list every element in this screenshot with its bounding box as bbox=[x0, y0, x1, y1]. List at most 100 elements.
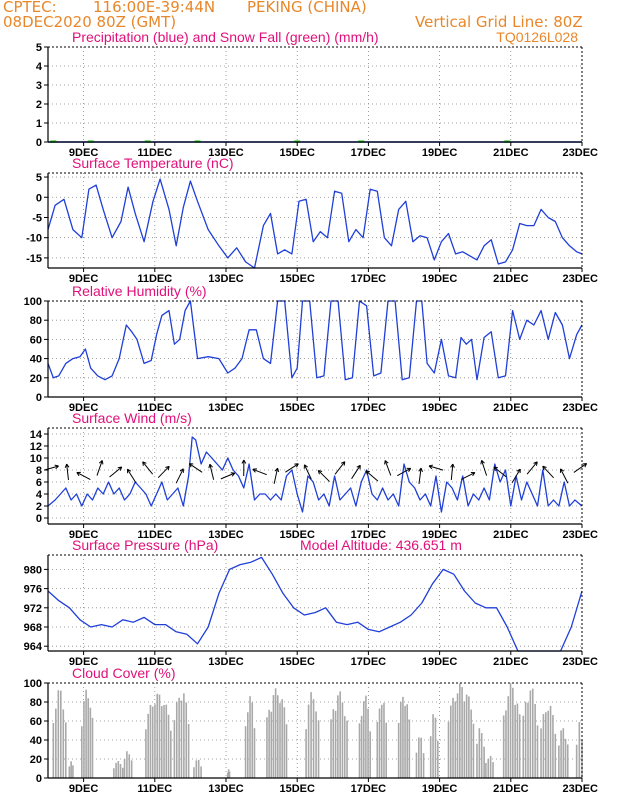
x-tick-label: 21DEC bbox=[493, 656, 529, 668]
x-tick-label: 11DEC bbox=[137, 273, 172, 285]
cloud-bar bbox=[415, 752, 418, 778]
wind-arrow bbox=[76, 471, 91, 480]
y-tick-label: 14 bbox=[30, 429, 43, 441]
wind-arrow-shaft bbox=[66, 463, 69, 481]
cloud-bar bbox=[578, 722, 581, 778]
cloud-bar bbox=[418, 737, 420, 778]
y-tick-label: -15 bbox=[26, 253, 42, 265]
cloud-bar bbox=[87, 698, 90, 778]
wind-arrow-head bbox=[54, 464, 59, 467]
cloud-bar bbox=[447, 721, 450, 778]
location-label: PEKING (CHINA) bbox=[247, 0, 367, 16]
wind-arrow-head bbox=[167, 466, 170, 471]
wind-arrow-head bbox=[365, 470, 370, 473]
cloud-bar bbox=[540, 728, 542, 778]
wind-arrow-shaft bbox=[450, 463, 454, 481]
cloud-bar bbox=[123, 759, 126, 778]
cloud-bar bbox=[244, 726, 247, 778]
cloud-bar bbox=[68, 766, 71, 778]
wind-arrow bbox=[175, 468, 184, 484]
x-tick-label: 13DEC bbox=[208, 402, 244, 414]
wind-arrow-head bbox=[428, 464, 434, 467]
cloud-bar bbox=[195, 760, 198, 778]
x-tick-label: 19DEC bbox=[422, 783, 458, 795]
cloud-bar bbox=[558, 745, 560, 778]
panel-5: Cloud Cover (%) 0 20 40 60 80 100 9DEC 11DEC 13DE… bbox=[24, 665, 598, 795]
cloud-bar bbox=[317, 720, 320, 778]
cloud-bar bbox=[492, 762, 494, 778]
cloud-bar bbox=[253, 728, 256, 778]
cloud-bar bbox=[334, 710, 337, 778]
wind-arrow-head bbox=[252, 468, 256, 473]
wind-arrow-shaft bbox=[285, 463, 299, 473]
wind-arrow-head bbox=[516, 468, 521, 472]
cloud-bar bbox=[432, 714, 434, 778]
cloud-bar bbox=[128, 754, 131, 778]
cloud-bar bbox=[437, 740, 439, 778]
wind-arrow-shaft bbox=[317, 470, 330, 482]
cloud-bar bbox=[516, 703, 519, 778]
wind-arrow bbox=[511, 468, 521, 484]
wind-arrow-shaft bbox=[76, 472, 91, 480]
y-tick-label: 0 bbox=[36, 137, 42, 149]
wind-arrow bbox=[428, 464, 444, 471]
wind-arrow-head bbox=[304, 464, 308, 468]
cloud-bar bbox=[397, 722, 400, 778]
wind-arrow-shaft bbox=[397, 467, 411, 477]
wind-arrow-shaft bbox=[351, 465, 361, 479]
cloud-bar bbox=[337, 695, 339, 778]
y-tick-label: 968 bbox=[24, 622, 42, 634]
cloud-bar bbox=[339, 691, 341, 778]
wind-arrow-shaft bbox=[428, 465, 444, 471]
wind-arrow-head bbox=[64, 463, 68, 468]
wind-arrow-head bbox=[560, 468, 565, 472]
wind-arrow-head bbox=[119, 466, 123, 471]
x-tick-label: 17DEC bbox=[351, 273, 387, 285]
panel-title: Surface Temperature (nC) bbox=[72, 155, 234, 171]
y-tick-label: 6 bbox=[36, 477, 42, 489]
cloud-bar bbox=[149, 705, 152, 778]
cloud-bar bbox=[187, 723, 190, 778]
cloud-bar bbox=[277, 695, 279, 778]
cloud-bar bbox=[549, 705, 552, 778]
wind-arrow-head bbox=[384, 460, 389, 464]
cloud-bar bbox=[346, 720, 348, 778]
run-code: TQ0126L028 bbox=[496, 29, 578, 45]
wind-arrow-shaft bbox=[418, 468, 422, 484]
cloud-bar bbox=[369, 731, 371, 778]
cloud-bar bbox=[524, 701, 527, 778]
wind-arrow-head bbox=[117, 466, 122, 469]
cloud-bar bbox=[512, 687, 514, 778]
wind-arrow-shaft bbox=[526, 461, 538, 475]
x-tick-label: 21DEC bbox=[493, 402, 529, 414]
wind-arrow-head bbox=[450, 463, 454, 468]
wind-arrow bbox=[450, 463, 455, 481]
x-tick-label: 19DEC bbox=[422, 402, 458, 414]
cloud-bar bbox=[507, 696, 510, 778]
series-line bbox=[47, 178, 583, 269]
wind-arrow-head bbox=[142, 461, 144, 466]
wind-arrow bbox=[418, 467, 423, 484]
x-tick-label: 19DEC bbox=[422, 147, 458, 159]
wind-arrow bbox=[303, 464, 312, 480]
series-line bbox=[47, 436, 583, 513]
panel-1: Surface Temperature (nC) -15 -10 -5 0 5 9DEC 11… bbox=[26, 155, 598, 285]
cloud-bar bbox=[247, 712, 249, 778]
cloud-bar bbox=[274, 688, 277, 778]
cloud-bar bbox=[489, 755, 492, 778]
cloud-bar bbox=[343, 716, 346, 778]
panel-annotation: Model Altitude: 436.651 m bbox=[300, 537, 462, 553]
panel-title: Surface Pressure (hPa) bbox=[72, 537, 218, 553]
wind-arrow bbox=[273, 467, 280, 484]
x-tick-label: 15DEC bbox=[279, 529, 315, 541]
cloud-bar bbox=[154, 704, 156, 778]
y-tick-label: 100 bbox=[24, 296, 42, 308]
wind-arrow-shaft bbox=[273, 468, 279, 484]
series-line bbox=[47, 300, 583, 381]
cloud-bar bbox=[408, 719, 411, 778]
cloud-bar bbox=[160, 706, 163, 778]
cloud-bar bbox=[180, 700, 183, 778]
wind-arrow-head bbox=[142, 461, 147, 464]
wind-arrow bbox=[208, 463, 215, 480]
cloud-bar bbox=[518, 714, 521, 778]
